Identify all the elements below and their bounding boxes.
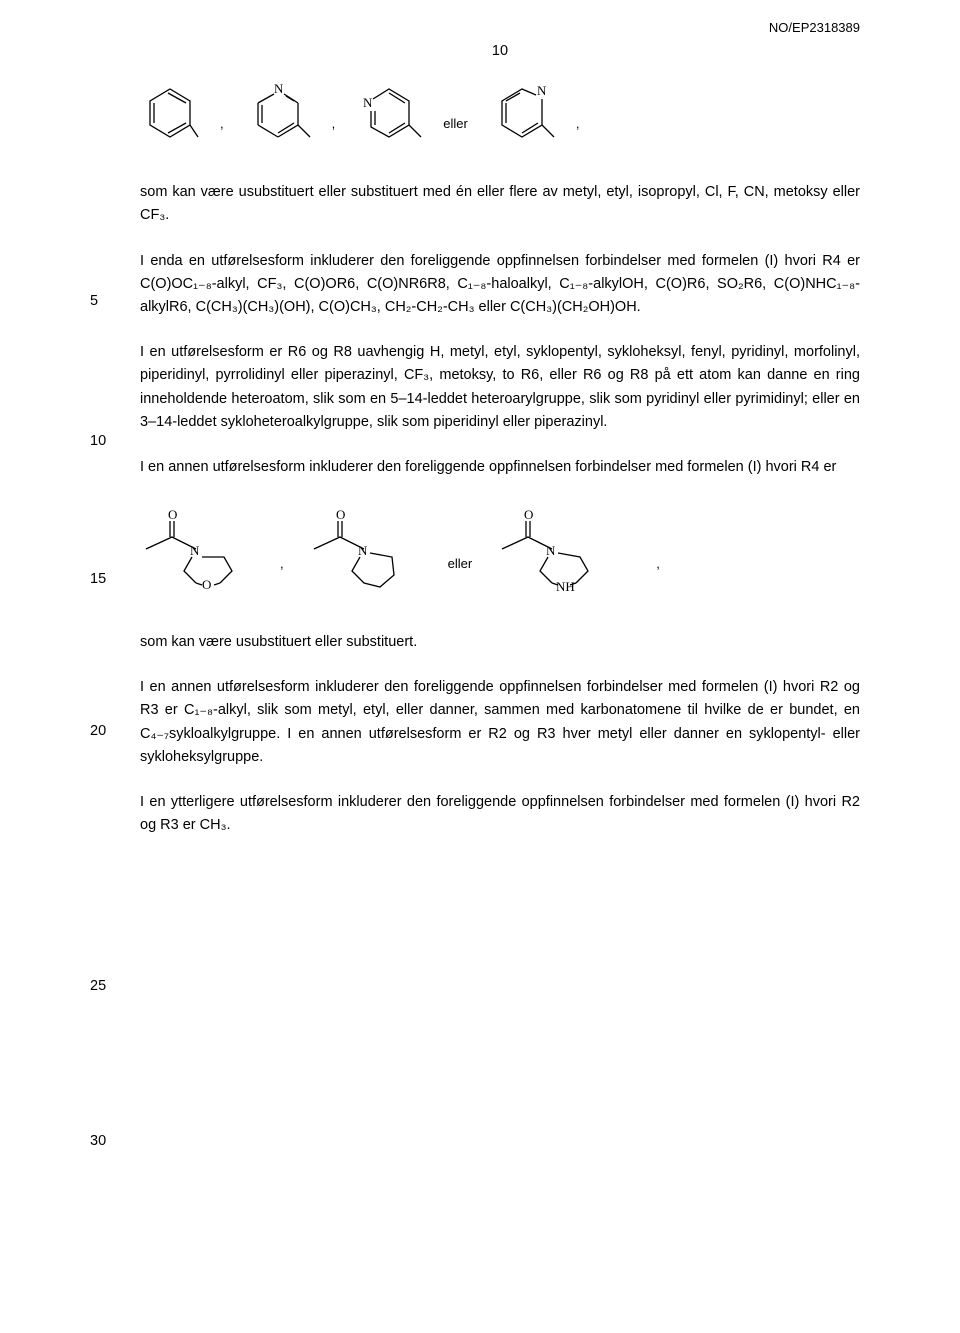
comma: , (280, 554, 284, 575)
line-marker: 15 (90, 568, 106, 591)
svg-text:O: O (168, 507, 177, 522)
comma: , (656, 554, 660, 575)
paragraph: I enda en utførelsesform inkluderer den … (140, 250, 860, 320)
line-marker: 5 (90, 290, 98, 313)
paragraph: I en annen utførelsesform inkluderer den… (140, 676, 860, 769)
acyl-morpholine-icon: O N O (140, 501, 260, 591)
line-marker: 10 (90, 430, 106, 453)
pyridine-icon: N (492, 81, 556, 151)
acyl-piperidine-icon: O N (308, 501, 428, 591)
comma: , (220, 114, 224, 135)
paragraph: som kan være usubstituert eller substitu… (140, 631, 860, 654)
separator-label: eller (448, 554, 473, 575)
svg-text:N: N (190, 543, 200, 558)
svg-text:N: N (537, 83, 547, 98)
paragraph: I en ytterligere utførelsesform inkluder… (140, 791, 860, 837)
paragraph: som kan være usubstituert eller substitu… (140, 181, 860, 227)
page-number: 10 (140, 40, 860, 63)
line-marker: 25 (90, 975, 106, 998)
svg-text:N: N (546, 543, 556, 558)
svg-text:O: O (524, 507, 533, 522)
line-marker: 30 (90, 1130, 106, 1153)
benzene-icon (140, 81, 200, 151)
comma: , (332, 114, 336, 135)
comma: , (576, 114, 580, 135)
acyl-piperazine-icon: O N NH (496, 501, 636, 591)
svg-text:N: N (363, 95, 373, 110)
page-container: NO/EP2318389 10 , N , N (0, 0, 960, 919)
svg-text:O: O (336, 507, 345, 522)
separator-label: eller (443, 114, 468, 135)
paragraph: I en utførelsesform er R6 og R8 uavhengi… (140, 341, 860, 434)
structure-row-1: , N , N eller N (140, 81, 860, 151)
structure-row-2: O N O , O N eller O N (140, 501, 860, 591)
line-marker: 20 (90, 720, 106, 743)
doc-id: NO/EP2318389 (769, 18, 860, 39)
svg-text:N: N (274, 81, 284, 96)
svg-text:NH: NH (556, 579, 575, 591)
paragraph: I en annen utførelsesform inkluderer den… (140, 456, 860, 479)
svg-text:N: N (358, 543, 368, 558)
pyridine-icon: N (248, 81, 312, 151)
svg-text:O: O (202, 577, 211, 591)
pyridine-icon: N (359, 81, 423, 151)
